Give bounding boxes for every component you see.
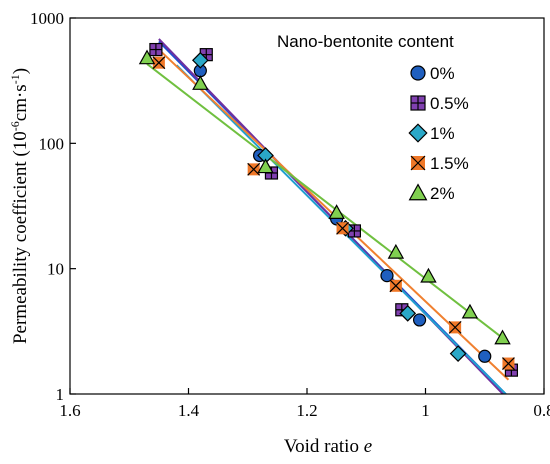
marker-shape	[461, 303, 479, 319]
fit-line-2pct	[146, 63, 504, 339]
y-axis-title-sup1: -6	[8, 121, 22, 131]
data-point-1p5pct	[336, 221, 349, 235]
data-point-2pct	[192, 75, 209, 90]
x-tick-label: 1.4	[178, 401, 200, 420]
marker-shape	[399, 305, 417, 322]
data-point-2pct	[328, 204, 345, 219]
data-point-1pct	[449, 345, 467, 362]
data-point-0p5pct	[149, 42, 163, 57]
y-tick-label: 100	[39, 134, 65, 153]
data-point-1p5pct	[389, 279, 403, 293]
legend-label-0pct: 0%	[430, 64, 455, 83]
marker-cross	[247, 162, 261, 176]
y-tick-label: 10	[47, 260, 64, 279]
marker-shape	[420, 267, 437, 283]
data-point-2pct	[420, 267, 437, 283]
x-axis-title-symbol: e	[364, 436, 372, 457]
data-point-2pct	[461, 303, 479, 319]
legend: 0% 0.5% 1% 1.5% 2%	[408, 64, 469, 203]
x-tick-label: 0.8	[533, 401, 550, 420]
data-point-0pct	[380, 269, 394, 283]
y-axis-title-part2: cm·s	[10, 84, 31, 121]
marker-shape	[328, 204, 345, 219]
y-tick-label: 1	[56, 385, 65, 404]
marker-shape	[408, 123, 428, 143]
data-point-1p5pct	[247, 162, 261, 176]
marker-shape	[192, 51, 209, 69]
data-point-1pct	[399, 305, 417, 322]
data-point-1p5pct	[448, 320, 462, 334]
plot-area-frame	[69, 17, 545, 395]
data-point-2pct	[494, 329, 511, 345]
data-point-2pct	[257, 158, 274, 174]
legend-marker-0p5pct	[410, 95, 426, 111]
y-axis-title-sup2: -1	[8, 74, 22, 84]
marker-cross	[152, 56, 166, 70]
marker-shape	[408, 183, 428, 201]
marker-shape	[410, 65, 426, 81]
legend-marker-1pct	[408, 123, 428, 143]
data-point-1p5pct	[502, 357, 515, 370]
data-point-2pct	[138, 49, 156, 65]
marker-cross	[389, 279, 403, 293]
marker-shape	[192, 75, 209, 90]
marker-shape	[380, 269, 394, 283]
legend-marker-2pct	[408, 183, 428, 201]
marker-cross	[336, 221, 349, 235]
x-tick-label: 1.6	[59, 401, 80, 420]
legend-label-1pct: 1%	[430, 124, 455, 143]
legend-marker-0pct	[410, 65, 426, 81]
marker-cross	[410, 155, 426, 171]
marker-shape	[412, 313, 427, 327]
marker-shape	[494, 329, 511, 345]
data-point-1p5pct	[152, 56, 166, 70]
marker-shape	[138, 49, 156, 65]
data-point-0pct	[412, 313, 427, 327]
y-axis-title: Permeability coefficient (10-6cm·s-1)	[8, 68, 31, 344]
legend-label-2pct: 2%	[430, 184, 455, 203]
data-point-1pct	[192, 51, 209, 69]
data-point-2pct	[387, 243, 405, 259]
legend-label-0p5pct: 0.5%	[430, 94, 469, 113]
legend-title: Nano-bentonite content	[277, 32, 454, 51]
x-tick-label: 1.2	[296, 401, 317, 420]
marker-cross	[448, 320, 462, 334]
y-tick-label: 1000	[30, 9, 64, 28]
legend-marker-1p5pct	[410, 155, 426, 171]
marker-shape	[478, 349, 492, 363]
x-axis-title: Void ratio e	[284, 436, 372, 457]
legend-label-1p5pct: 1.5%	[430, 154, 469, 173]
data-point-0pct	[478, 349, 492, 363]
marker-shape	[449, 345, 467, 362]
marker-shape	[257, 158, 274, 174]
y-axis-title-part3: )	[10, 68, 31, 74]
x-axis-title-text: Void ratio	[284, 436, 364, 457]
marker-cross	[502, 357, 515, 370]
marker-shape	[387, 243, 405, 259]
x-tick-label: 1	[421, 401, 430, 420]
y-axis-title-part1: Permeability coefficient (10	[10, 131, 31, 344]
